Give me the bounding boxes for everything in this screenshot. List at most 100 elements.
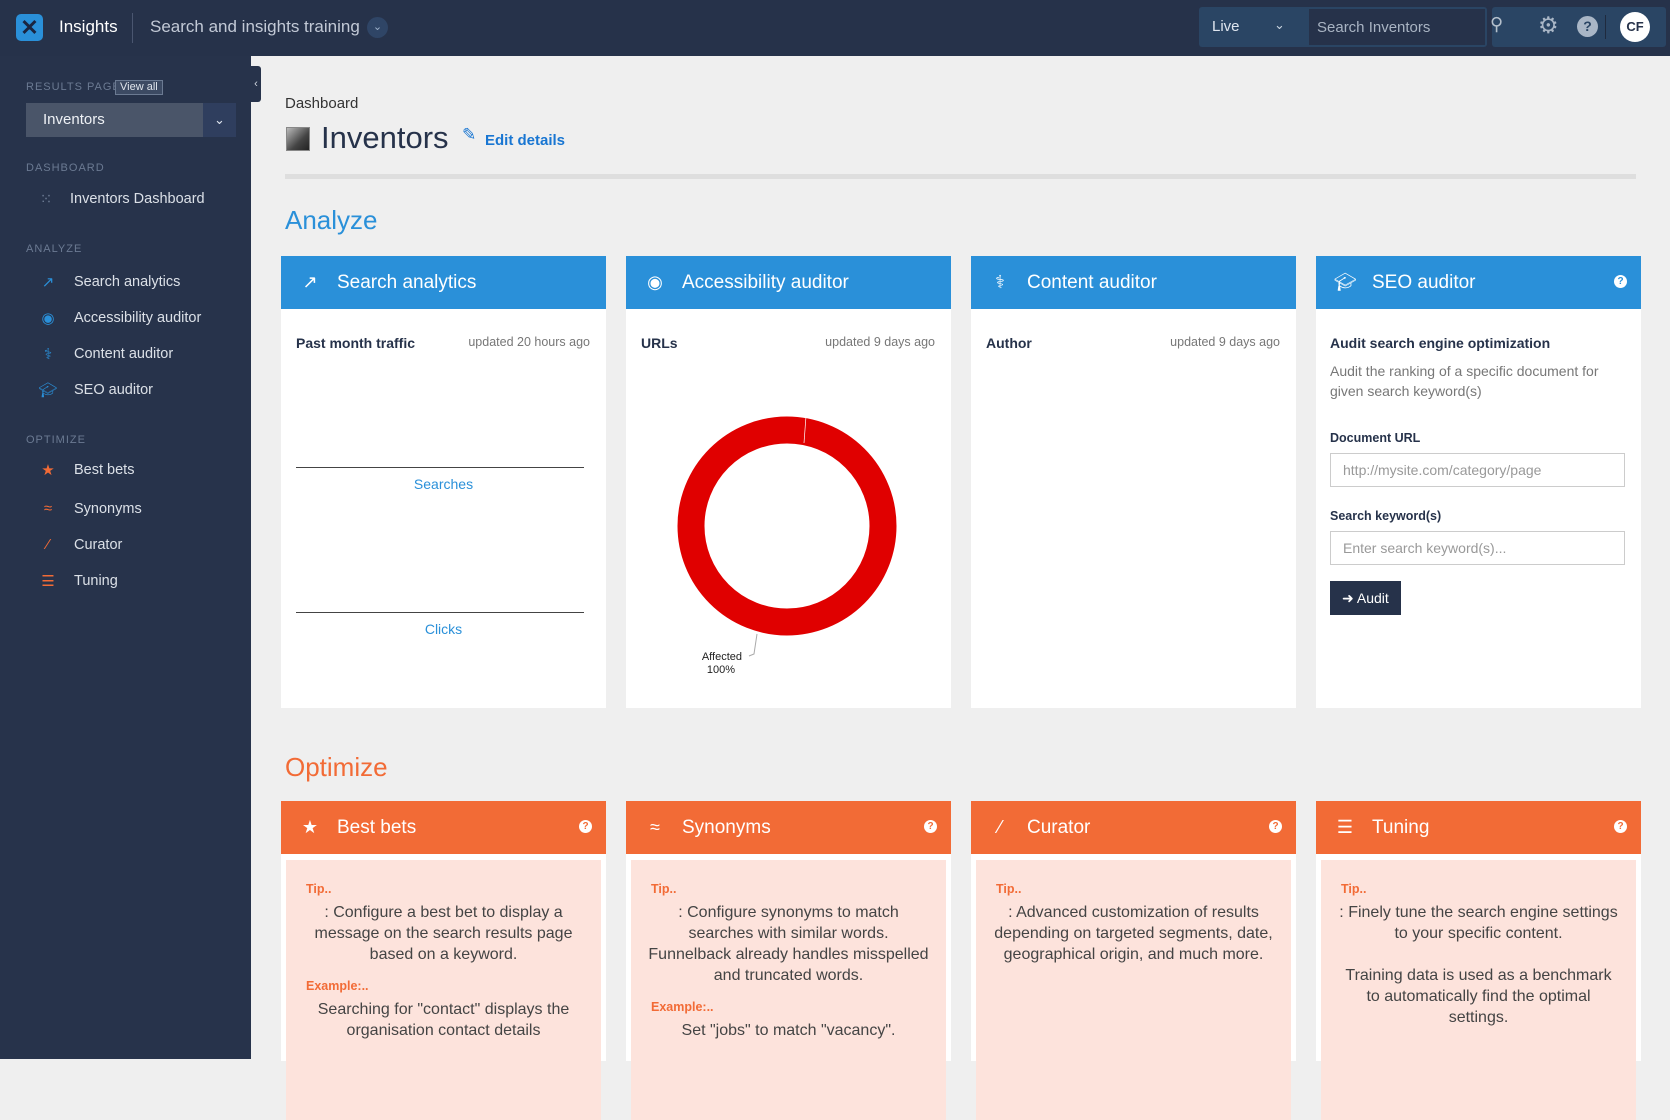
search-keyword-input[interactable] [1330, 531, 1625, 565]
sidebar-item-curator[interactable]: ⁄ Curator [36, 536, 123, 553]
sidebar-item-content-auditor[interactable]: ⚕ Content auditor [36, 345, 173, 363]
chevron-down-icon[interactable]: ⌄ [367, 17, 388, 38]
updated-timestamp: updated 20 hours ago [468, 335, 590, 349]
search-icon[interactable]: ⚲ [1490, 14, 1504, 34]
curator-header[interactable]: ⁄ Curator? [971, 801, 1296, 854]
tuning-card: ☰ Tuning? Tip.. : Finely tune the search … [1316, 801, 1641, 1120]
seo-auditor-header[interactable]: 🎓︎ SEO auditor? [1316, 256, 1641, 309]
help-icon[interactable]: ? [924, 820, 937, 833]
avatar[interactable]: CF [1620, 12, 1650, 42]
card-title: Search analytics [337, 271, 477, 293]
results-page-label: RESULTS PAGE [26, 81, 121, 93]
example-text: Set "jobs" to match "vacancy". [681, 1022, 896, 1039]
tip-text: : Finely tune the search engine settings… [1339, 904, 1618, 942]
sidebar-item-label: Tuning [74, 573, 118, 589]
sidebar-item-label: Synonyms [74, 500, 142, 517]
chevron-down-icon[interactable]: ⌄ [203, 103, 236, 137]
audit-button[interactable]: ➜ Audit [1330, 581, 1401, 615]
star-icon: ★ [41, 462, 55, 479]
view-all-button[interactable]: View all [115, 80, 163, 95]
sidebar-item-seo-auditor[interactable]: 🎓︎ SEO auditor [36, 381, 153, 399]
star-icon: ★ [301, 817, 319, 837]
donut-value-label: 100% [707, 664, 735, 676]
chart-line-icon: ↗ [302, 272, 318, 292]
help-icon[interactable]: ? [579, 820, 592, 833]
environment-select[interactable]: Live [1212, 18, 1240, 35]
sidebar-item-label: SEO auditor [74, 382, 153, 398]
searches-axis [296, 467, 584, 468]
grid-icon: ⁙ [39, 191, 53, 208]
leader-line [748, 633, 758, 657]
sidebar-item-label: Accessibility auditor [74, 310, 202, 326]
help-icon[interactable]: ? [1614, 820, 1627, 833]
approx-icon: ≈ [43, 500, 53, 517]
search-keyword-label: Search keyword(s) [1330, 509, 1442, 523]
tip-label: Tip.. [306, 882, 332, 896]
help-icon[interactable]: ? [1577, 16, 1598, 37]
help-icon[interactable]: ? [1269, 820, 1282, 833]
seo-auditor-card: 🎓︎ SEO auditor? Audit search engine optim… [1316, 256, 1641, 708]
search-analytics-card: ↗ Search analytics Past month traffic upda… [281, 256, 606, 708]
tip-text-2: Training data is used as a benchmark to … [1345, 967, 1612, 1026]
tip-label: Tip.. [996, 882, 1022, 896]
card-title: Best bets [337, 816, 417, 838]
clicks-label[interactable]: Clicks [424, 621, 463, 637]
updated-timestamp: updated 9 days ago [825, 335, 935, 349]
sidebar-item-label: Curator [74, 536, 123, 553]
analyze-label: ANALYZE [26, 243, 83, 255]
document-url-input[interactable] [1330, 453, 1625, 487]
gear-icon[interactable]: ⚙ [1538, 12, 1559, 38]
results-page-thumbnail [286, 127, 310, 151]
sidebar-item-synonyms[interactable]: ≈ Synonyms [36, 500, 142, 517]
searches-label[interactable]: Searches [413, 476, 474, 492]
search-analytics-header[interactable]: ↗ Search analytics [281, 256, 606, 309]
tip-text: : Advanced customization of results depe… [994, 904, 1273, 963]
help-icon[interactable]: ? [1614, 275, 1627, 288]
best-bets-header[interactable]: ★ Best bets? [281, 801, 606, 854]
search-input[interactable] [1309, 9, 1485, 45]
accessibility-auditor-header[interactable]: ◉ Accessibility auditor [626, 256, 951, 309]
best-bets-card: ★ Best bets? Tip.. : Configure a best bet… [281, 801, 606, 1120]
synonyms-card: ≈ Synonyms? Tip.. : Configure synonyms to… [626, 801, 951, 1120]
sidebar-item-best-bets[interactable]: ★ Best bets [36, 461, 134, 479]
card-subtitle: Author [986, 335, 1032, 351]
card-title: Synonyms [682, 816, 771, 838]
tuning-header[interactable]: ☰ Tuning? [1316, 801, 1641, 854]
page-title: Inventors [321, 120, 449, 155]
updated-timestamp: updated 9 days ago [1170, 335, 1280, 349]
slice-separator [803, 415, 807, 444]
sidebar-item-search-analytics[interactable]: ↗ Search analytics [36, 273, 181, 291]
sidebar-item-tuning[interactable]: ☰ Tuning [36, 572, 118, 590]
sidebar-item-accessibility-auditor[interactable]: ◉ Accessibility auditor [36, 309, 201, 327]
funnelback-logo-icon[interactable]: ✕ [16, 14, 43, 41]
sliders-icon: ☰ [1336, 817, 1354, 837]
sidebar [0, 56, 251, 1059]
sidebar-item-label: Content auditor [74, 346, 174, 362]
dashboard-label: DASHBOARD [26, 162, 105, 174]
project-name[interactable]: Search and insights training [150, 17, 360, 36]
tip-label: Tip.. [651, 882, 677, 896]
synonyms-header[interactable]: ≈ Synonyms? [626, 801, 951, 854]
chart-line-icon: ↗ [41, 274, 55, 291]
selected-value: Inventors [43, 111, 105, 128]
card-subtitle: URLs [641, 335, 678, 351]
pencil-icon[interactable]: ✎ [462, 125, 477, 144]
edit-details-link[interactable]: Edit details [485, 132, 566, 149]
divider [285, 174, 1636, 179]
sidebar-item-dashboard[interactable]: ⁙ Inventors Dashboard [34, 190, 205, 208]
tip-text: : Configure synonyms to match searches w… [648, 904, 929, 984]
card-title: SEO auditor [1372, 271, 1476, 293]
app-name[interactable]: Insights [59, 17, 118, 36]
chevron-down-icon[interactable]: ⌄ [1274, 17, 1285, 32]
content-auditor-header[interactable]: ⚕ Content auditor [971, 256, 1296, 309]
collapse-sidebar-button[interactable]: ‹ [251, 66, 261, 102]
example-label: Example:.. [306, 979, 369, 993]
top-bar: ✕ Insights Search and insights training … [0, 0, 1670, 56]
tip-text: : Configure a best bet to display a mess… [314, 904, 573, 963]
card-title: Content auditor [1027, 271, 1157, 293]
breadcrumb[interactable]: Dashboard [285, 95, 359, 112]
tip-box: Tip.. : Configure a best bet to display … [286, 860, 601, 1120]
results-page-select[interactable]: Inventors ⌄ [26, 103, 236, 137]
donut-slice-affected[interactable] [677, 416, 897, 636]
